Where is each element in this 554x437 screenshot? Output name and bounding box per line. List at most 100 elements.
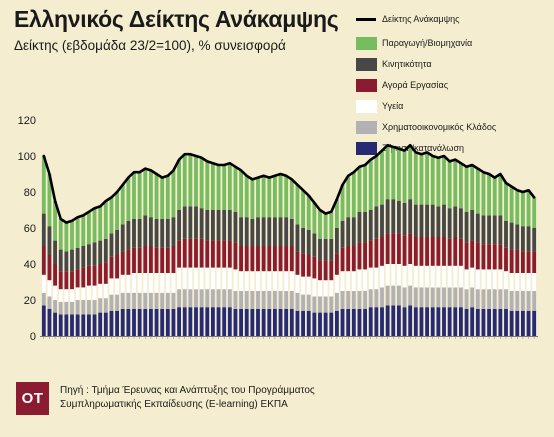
legend-swatch-production: [356, 36, 377, 50]
bar-segment: [177, 267, 181, 290]
bar-segment: [323, 296, 328, 313]
bar-segment: [132, 172, 136, 219]
bar-segment: [244, 175, 249, 218]
bar-segment: [515, 224, 520, 250]
bar-segment: [464, 166, 469, 212]
bar-segment: [41, 292, 46, 306]
bar-segment: [92, 314, 97, 336]
bar-segment: [92, 208, 97, 243]
bar-segment: [306, 310, 311, 336]
bar-segment: [120, 251, 125, 275]
bar-segment: [103, 283, 108, 299]
bar-segment: [504, 183, 508, 221]
bar-segment: [53, 240, 57, 264]
bar-segment: [103, 201, 108, 239]
bar-segment: [256, 177, 260, 218]
bar-segment: [391, 264, 396, 286]
bar-segment: [132, 309, 136, 336]
legend-label-production: Παραγωγή/Βιομηχανία: [382, 38, 473, 48]
bar-segment: [470, 307, 475, 336]
bar-segment: [301, 253, 305, 277]
bar-segment: [380, 265, 384, 288]
bar-segment: [53, 300, 57, 313]
bar-segment: [453, 307, 458, 336]
bar-segment: [340, 271, 345, 291]
bar-segment: [143, 273, 148, 293]
bar-segment: [295, 310, 300, 336]
bar-segment: [256, 291, 260, 309]
bar-segment: [126, 177, 131, 221]
bar-segment: [154, 219, 159, 248]
bar-segment: [92, 300, 97, 315]
bar-segment: [58, 219, 63, 250]
bar-segment: [312, 278, 317, 297]
bar-segment: [86, 300, 91, 315]
bar-segment: [165, 292, 170, 309]
bar-segment: [532, 197, 537, 228]
bar-segment: [430, 237, 435, 266]
bar-segment: [137, 219, 142, 248]
bar-segment: [436, 265, 441, 288]
bar-segment: [334, 274, 339, 293]
bar-segment: [368, 307, 373, 336]
bar-segment: [357, 269, 362, 291]
bar-segment: [458, 287, 463, 308]
bar-segment: [504, 247, 508, 272]
bar-segment: [526, 251, 531, 273]
bar-segment: [363, 291, 367, 309]
bar-segment: [430, 156, 435, 205]
bar-segment: [109, 256, 114, 279]
bar-segment: [239, 291, 243, 309]
bar-segment: [515, 310, 520, 336]
bar-segment: [165, 219, 170, 248]
bar-segment: [70, 249, 74, 272]
bar-segment: [481, 269, 486, 290]
bar-segment: [425, 287, 429, 308]
bar-segment: [391, 147, 396, 200]
bar-segment: [306, 195, 311, 230]
bar-segment: [64, 271, 69, 290]
bar-segment: [289, 309, 294, 336]
bar-segment: [143, 246, 148, 273]
bar-segment: [267, 291, 272, 309]
bar-segment: [81, 215, 86, 246]
bar-segment: [430, 265, 435, 288]
bar-segment: [442, 156, 446, 205]
bar-segment: [295, 224, 300, 252]
bar-segment: [188, 267, 193, 290]
bar-segment: [368, 267, 373, 290]
bar-segment: [396, 305, 401, 336]
bar-segment: [385, 264, 390, 286]
bar-segment: [199, 208, 204, 239]
bar-segment: [509, 249, 514, 273]
source-line-1: Πηγή : Τμήμα Έρευνας και Ανάπτυξης του Π…: [60, 385, 315, 396]
bar-segment: [374, 238, 379, 268]
bar-segment: [520, 310, 525, 336]
bar-segment: [233, 309, 238, 336]
bar-segment: [210, 289, 215, 308]
bar-segment: [194, 267, 198, 290]
bar-segment: [430, 307, 435, 336]
bar-segment: [374, 156, 379, 207]
bar-segment: [115, 255, 119, 279]
bar-segment: [53, 285, 57, 300]
bar-segment: [351, 217, 356, 246]
bar-segment: [41, 156, 46, 214]
bar-segment: [380, 150, 384, 205]
bar-segment: [425, 265, 429, 288]
bar-segment: [340, 309, 345, 336]
bar-segment: [374, 307, 379, 336]
bar-segment: [357, 242, 362, 270]
source-note: Πηγή : Τμήμα Έρευνας και Ανάπτυξης του Π…: [60, 384, 315, 411]
bar-segment: [81, 314, 86, 336]
bar-segment: [126, 249, 131, 275]
bar-segment: [272, 271, 277, 291]
bar-segment: [351, 309, 356, 336]
bar-segment: [148, 217, 153, 246]
bar-segment: [75, 247, 80, 270]
bar-segment: [109, 294, 114, 311]
bar-segment: [267, 217, 272, 246]
bar-segment: [301, 190, 305, 228]
bar-segment: [222, 210, 227, 241]
bar-segment: [177, 240, 181, 268]
